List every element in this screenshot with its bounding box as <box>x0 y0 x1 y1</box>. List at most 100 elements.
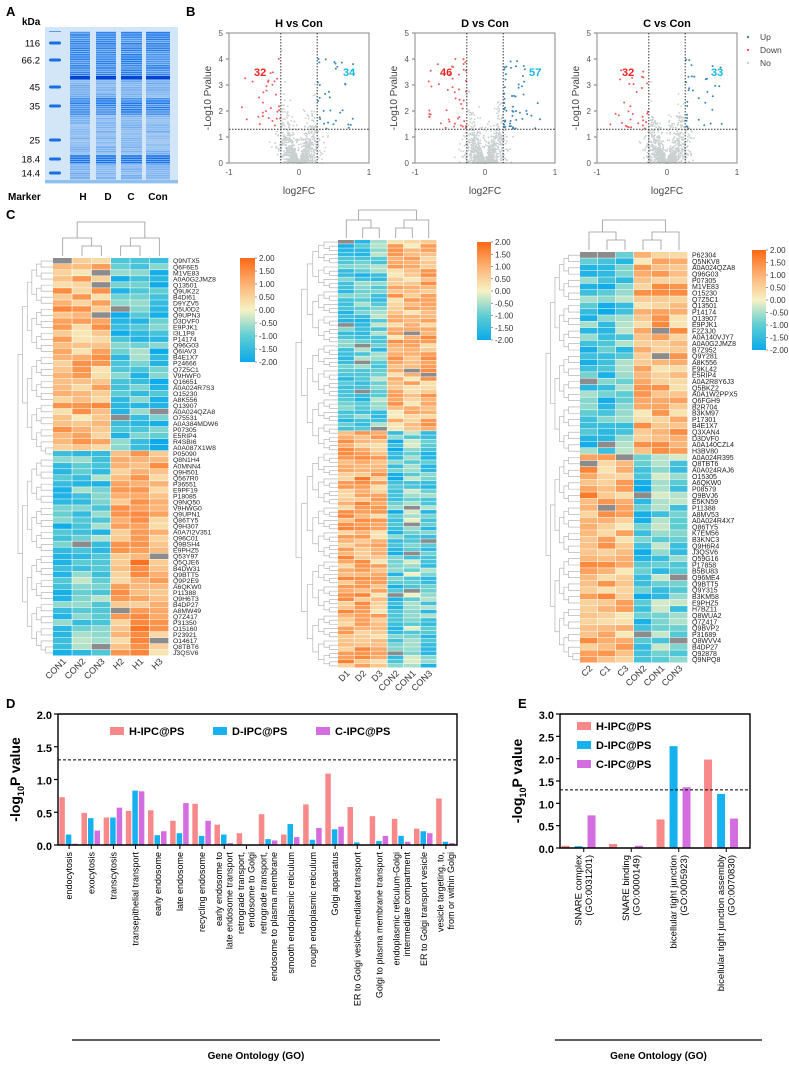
volcano-y-tick: 3 <box>405 81 410 90</box>
volcano-point-ns <box>322 135 324 138</box>
heatmap-cell <box>354 335 371 340</box>
heatmap-cell <box>371 385 387 390</box>
heatmap-cell <box>420 643 437 647</box>
heatmap-cell <box>670 625 688 631</box>
protein-band <box>70 95 90 98</box>
heatmap-row-label: A0A1W2PPX5 <box>692 392 738 399</box>
volcano-point-ns <box>467 160 470 163</box>
heatmap-cell <box>72 541 92 547</box>
heatmap-cell <box>652 498 670 505</box>
volcano-point-down <box>462 62 465 65</box>
row-dendrogram-branch <box>40 568 53 575</box>
volcano-point-up <box>318 96 321 99</box>
heatmap-cell <box>634 492 652 499</box>
heatmap-cell <box>338 402 354 406</box>
volcano-point-down <box>458 88 461 91</box>
protein-band <box>96 109 116 111</box>
heatmap-cell <box>580 460 598 467</box>
protein-band <box>96 69 116 71</box>
heatmap-row-label: B4DP27 <box>692 645 718 652</box>
row-dendrogram-branch <box>40 429 53 437</box>
heatmap-cell <box>670 650 688 657</box>
volcano-point-ns <box>288 126 290 129</box>
heatmap-cell <box>338 327 354 331</box>
volcano-point-ns <box>477 117 479 120</box>
protein-band <box>121 157 142 159</box>
heatmap-cell <box>354 468 371 473</box>
heatmap-cell <box>670 542 688 549</box>
heatmap-cell <box>354 489 371 493</box>
heatmap-row-label: B4DP27 <box>173 602 199 609</box>
volcano-point-ns <box>308 146 311 149</box>
heatmap-row-label: O15230 <box>692 290 717 297</box>
colorbar-tick-label: -0.50 <box>495 299 514 308</box>
volcano-point-ns <box>675 114 678 117</box>
heatmap-cell <box>652 372 670 378</box>
heatmap-cell <box>111 258 130 264</box>
volcano-point-ns <box>472 126 474 129</box>
volcano-point-ns <box>475 143 478 146</box>
heatmap-row-label: Q8WVV4 <box>692 638 721 645</box>
heatmap-cell <box>53 517 72 523</box>
heatmap-cell <box>404 464 420 469</box>
heatmap-cell <box>53 601 72 608</box>
protein-band <box>70 67 90 69</box>
heatmap-cell <box>670 599 688 606</box>
heatmap-cell <box>354 580 371 585</box>
heatmap-cell <box>598 587 616 593</box>
volcano-point-ns <box>473 118 476 121</box>
heatmap-cell <box>338 514 354 518</box>
heatmap-cell <box>420 505 437 510</box>
volcano-point-up <box>691 89 694 92</box>
heatmap-cell <box>598 391 616 397</box>
volcano-point-ns <box>268 141 271 144</box>
row-dendrogram-branch <box>323 304 338 311</box>
heatmap-cell <box>387 501 404 506</box>
volcano-point-down <box>269 72 272 75</box>
volcano-point-ns <box>661 155 664 158</box>
heatmap-cell <box>404 348 420 352</box>
volcano-point-ns <box>676 130 679 133</box>
row-dendrogram-branch <box>31 613 37 639</box>
volcano-point-ns <box>657 146 660 149</box>
volcano-point-up <box>523 68 526 71</box>
volcano-point-ns <box>276 153 279 156</box>
heatmap-cell <box>387 543 404 547</box>
heatmap-cell <box>338 493 354 498</box>
protein-band <box>70 148 90 151</box>
protein-band <box>121 91 142 93</box>
heatmap-cell <box>91 607 111 614</box>
heatmap-cell <box>130 324 150 330</box>
row-dendrogram-branch <box>329 416 338 422</box>
heatmap-cell <box>130 547 150 553</box>
heatmap-cell <box>652 517 670 524</box>
volcano-point-ns <box>313 140 316 142</box>
row-dendrogram-branch <box>40 381 53 388</box>
heatmap-cell <box>387 476 404 481</box>
heatmap-cell <box>387 505 404 510</box>
heatmap-cell <box>404 422 420 427</box>
heatmap-cell <box>91 420 111 427</box>
heatmap-cell <box>634 637 652 644</box>
heatmap-cell <box>91 408 111 415</box>
volcano-point-ns <box>677 123 679 126</box>
row-dendrogram-branch <box>329 578 338 584</box>
volcano-point-down <box>630 126 633 129</box>
heatmap-cell <box>111 426 130 433</box>
protein-band <box>121 172 142 175</box>
heatmap-cell <box>598 384 616 391</box>
heatmap-cell <box>580 327 598 334</box>
protein-band <box>121 106 142 109</box>
volcano-point-up <box>687 75 690 78</box>
heatmap-cell <box>91 463 111 469</box>
heatmap-cell <box>371 244 387 248</box>
volcano-point-ns <box>658 143 661 146</box>
heatmap-cell <box>404 397 420 402</box>
heatmap-cell <box>371 335 387 340</box>
volcano-point-ns <box>285 137 288 140</box>
panel-label-a: A <box>6 4 16 19</box>
volcano-point-ns <box>293 120 296 123</box>
volcano-point-ns <box>323 141 325 144</box>
heatmap-cell <box>149 613 169 620</box>
volcano-point-ns <box>657 152 660 155</box>
